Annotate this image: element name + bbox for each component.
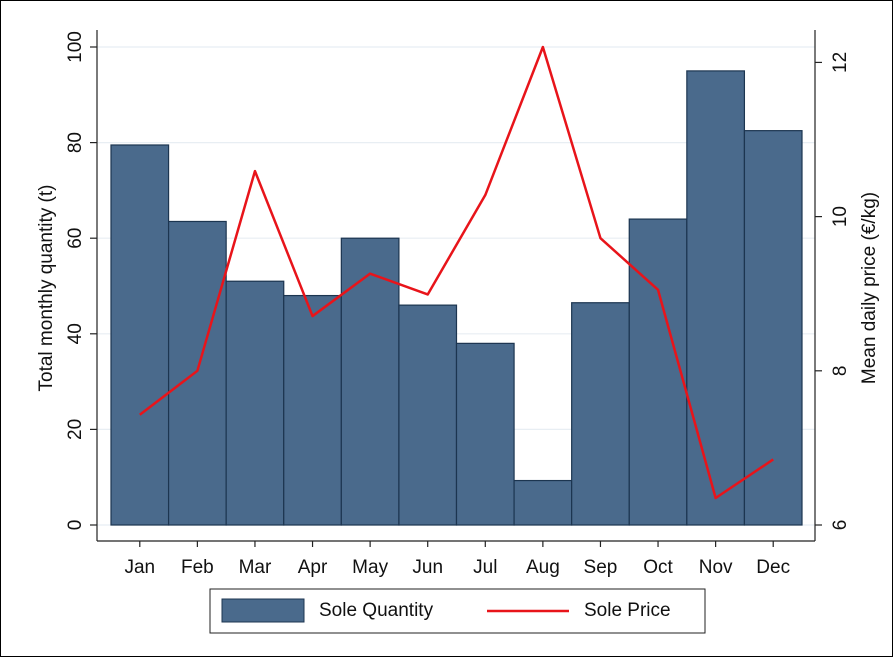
- x-tick-label: May: [352, 557, 388, 578]
- line: [139, 45, 774, 500]
- x-tick-label: Feb: [181, 557, 214, 578]
- bar: [398, 304, 458, 526]
- bar: [513, 479, 573, 526]
- x-tick-label: Aug: [526, 557, 560, 578]
- x-tick-label: Dec: [756, 557, 790, 578]
- y-tick-label: 20: [65, 419, 86, 440]
- bar: [167, 220, 227, 526]
- legend-label: Sole Quantity: [319, 600, 434, 621]
- y2-tick-label: 6: [830, 520, 851, 531]
- bar: [340, 237, 400, 526]
- y2-tick-label: 8: [830, 366, 851, 377]
- bar: [743, 130, 803, 526]
- y2-axis-title: Mean daily price (€/kg): [859, 192, 880, 384]
- bar: [628, 218, 688, 526]
- x-tick-label: Apr: [298, 557, 328, 578]
- y-tick-label: 60: [65, 228, 86, 249]
- y-tick-label: 0: [65, 520, 86, 531]
- y-tick-label: 40: [65, 323, 86, 344]
- legend-label: Sole Price: [584, 600, 671, 621]
- y-tick-label: 100: [65, 31, 86, 63]
- y-axis-title: Total monthly quantity (t): [36, 185, 57, 392]
- x-tick-label: Jun: [412, 557, 443, 578]
- x-tick-label: Nov: [699, 557, 733, 578]
- bar: [686, 70, 746, 526]
- x-tick-label: Jul: [473, 557, 497, 578]
- legend-swatch: [221, 598, 305, 623]
- bar: [225, 280, 285, 526]
- y2-tick-label: 12: [830, 52, 851, 73]
- y2-tick-label: 10: [830, 206, 851, 227]
- y-tick-label: 80: [65, 132, 86, 153]
- bar: [455, 342, 515, 526]
- bar: [571, 302, 630, 526]
- x-tick-label: Sep: [584, 557, 618, 578]
- x-tick-label: Mar: [239, 557, 272, 578]
- x-tick-label: Jan: [124, 557, 155, 578]
- bar: [110, 144, 170, 526]
- x-tick-label: Oct: [643, 557, 673, 578]
- bar: [283, 294, 342, 526]
